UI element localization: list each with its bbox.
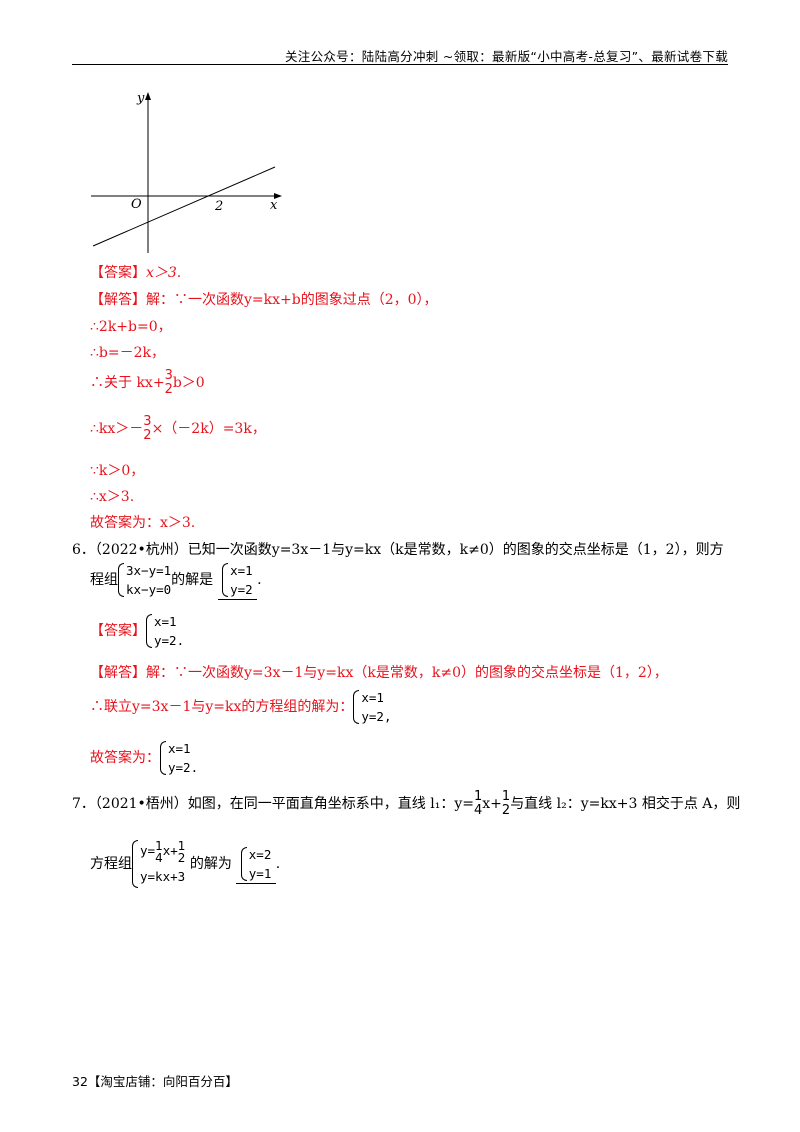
- header-divider: [72, 64, 728, 65]
- final-system: x=1 y=2.: [160, 739, 198, 777]
- q7-stem-line-2: 方程组 y= 1 4 x+ 1 2 y=kx+3 的解为 x=2 y=1 .: [90, 838, 280, 890]
- q5-solution-line-5: ∴kx＞－ 3 2 ×（－2k）=3k，: [90, 414, 266, 443]
- solution-tag: 【解答】: [90, 292, 146, 308]
- answer-text: x＞3.: [146, 265, 182, 281]
- linear-function-graph: y x O 2: [91, 91, 282, 253]
- solution-system: x=1 y=2,: [353, 688, 391, 726]
- solution-tag: 【解答】: [90, 665, 146, 681]
- q5-solution-line-1: 【解答】解：∵一次函数y=kx+b的图象过点（2，0），: [90, 292, 438, 308]
- q5-final-answer: 故答案为：x＞3.: [90, 515, 196, 531]
- x-axis-label: x: [270, 198, 278, 213]
- answer-blank: x=1 y=2: [217, 561, 258, 600]
- answer-system: x=1 y=2.: [146, 612, 184, 650]
- function-line: [92, 166, 276, 247]
- q7-stem-line-1: 7．（2021•梧州）如图，在同一平面直角坐标系中，直线 l₁：y= 1 4 x+ 1 2…: [72, 789, 741, 818]
- q5-solution-line-2: ∴2k+b=0，: [90, 319, 172, 335]
- q6-final-answer: 故答案为： x=1 y=2.: [90, 739, 199, 777]
- answer-tag: 【答案】: [90, 265, 146, 281]
- q6-answer: 【答案】 x=1 y=2.: [90, 612, 184, 650]
- q5-solution-line-6: ∵k＞0，: [90, 463, 145, 479]
- q5-solution-line-3: ∴b=－2k，: [90, 345, 165, 361]
- footer-text: 【淘宝店铺：向阳百分百】: [87, 1074, 238, 1089]
- q6-solution-line-1: 【解答】解：∵一次函数y=3x－1与y=kx（k是常数，k≠0）的图象的交点坐标…: [90, 665, 668, 681]
- q5-answer: 【答案】x＞3.: [90, 263, 181, 283]
- equation-system: 3x−y=1 kx−y=0: [118, 561, 171, 599]
- page-footer: 32【淘宝店铺：向阳百分百】: [72, 1071, 238, 1090]
- page-header: 关注公众号：陆陆高分冲刺 ~领取：最新版“小中高考-总复习”、最新试卷下载: [284, 49, 728, 64]
- q6-solution-line-2: ∴联立y=3x－1与y=kx的方程组的解为： x=1 y=2,: [90, 688, 392, 726]
- answer-blank: x=2 y=1: [236, 845, 276, 884]
- origin-label: O: [131, 197, 142, 212]
- equation-system: y= 1 4 x+ 1 2 y=kx+3: [132, 838, 185, 890]
- intercept-label: 2: [214, 199, 223, 214]
- y-axis-arrow: [145, 92, 151, 100]
- q6-stem-line-1: 6．（2022•杭州）已知一次函数y=3x－1与y=kx（k是常数，k≠0）的图…: [72, 542, 724, 558]
- page-number: 32: [72, 1074, 88, 1089]
- q6-stem-line-2: 程组 3x−y=1 kx−y=0 的解是 x=1 y=2 .: [90, 561, 262, 600]
- q5-solution-line-7: ∴x＞3.: [90, 489, 135, 505]
- x-axis-arrow: [274, 193, 282, 199]
- q5-solution-line-4: ∴关于 kx+ 3 2 b＞0: [90, 368, 205, 397]
- answer-tag: 【答案】: [90, 623, 146, 639]
- y-axis-label: y: [136, 91, 145, 106]
